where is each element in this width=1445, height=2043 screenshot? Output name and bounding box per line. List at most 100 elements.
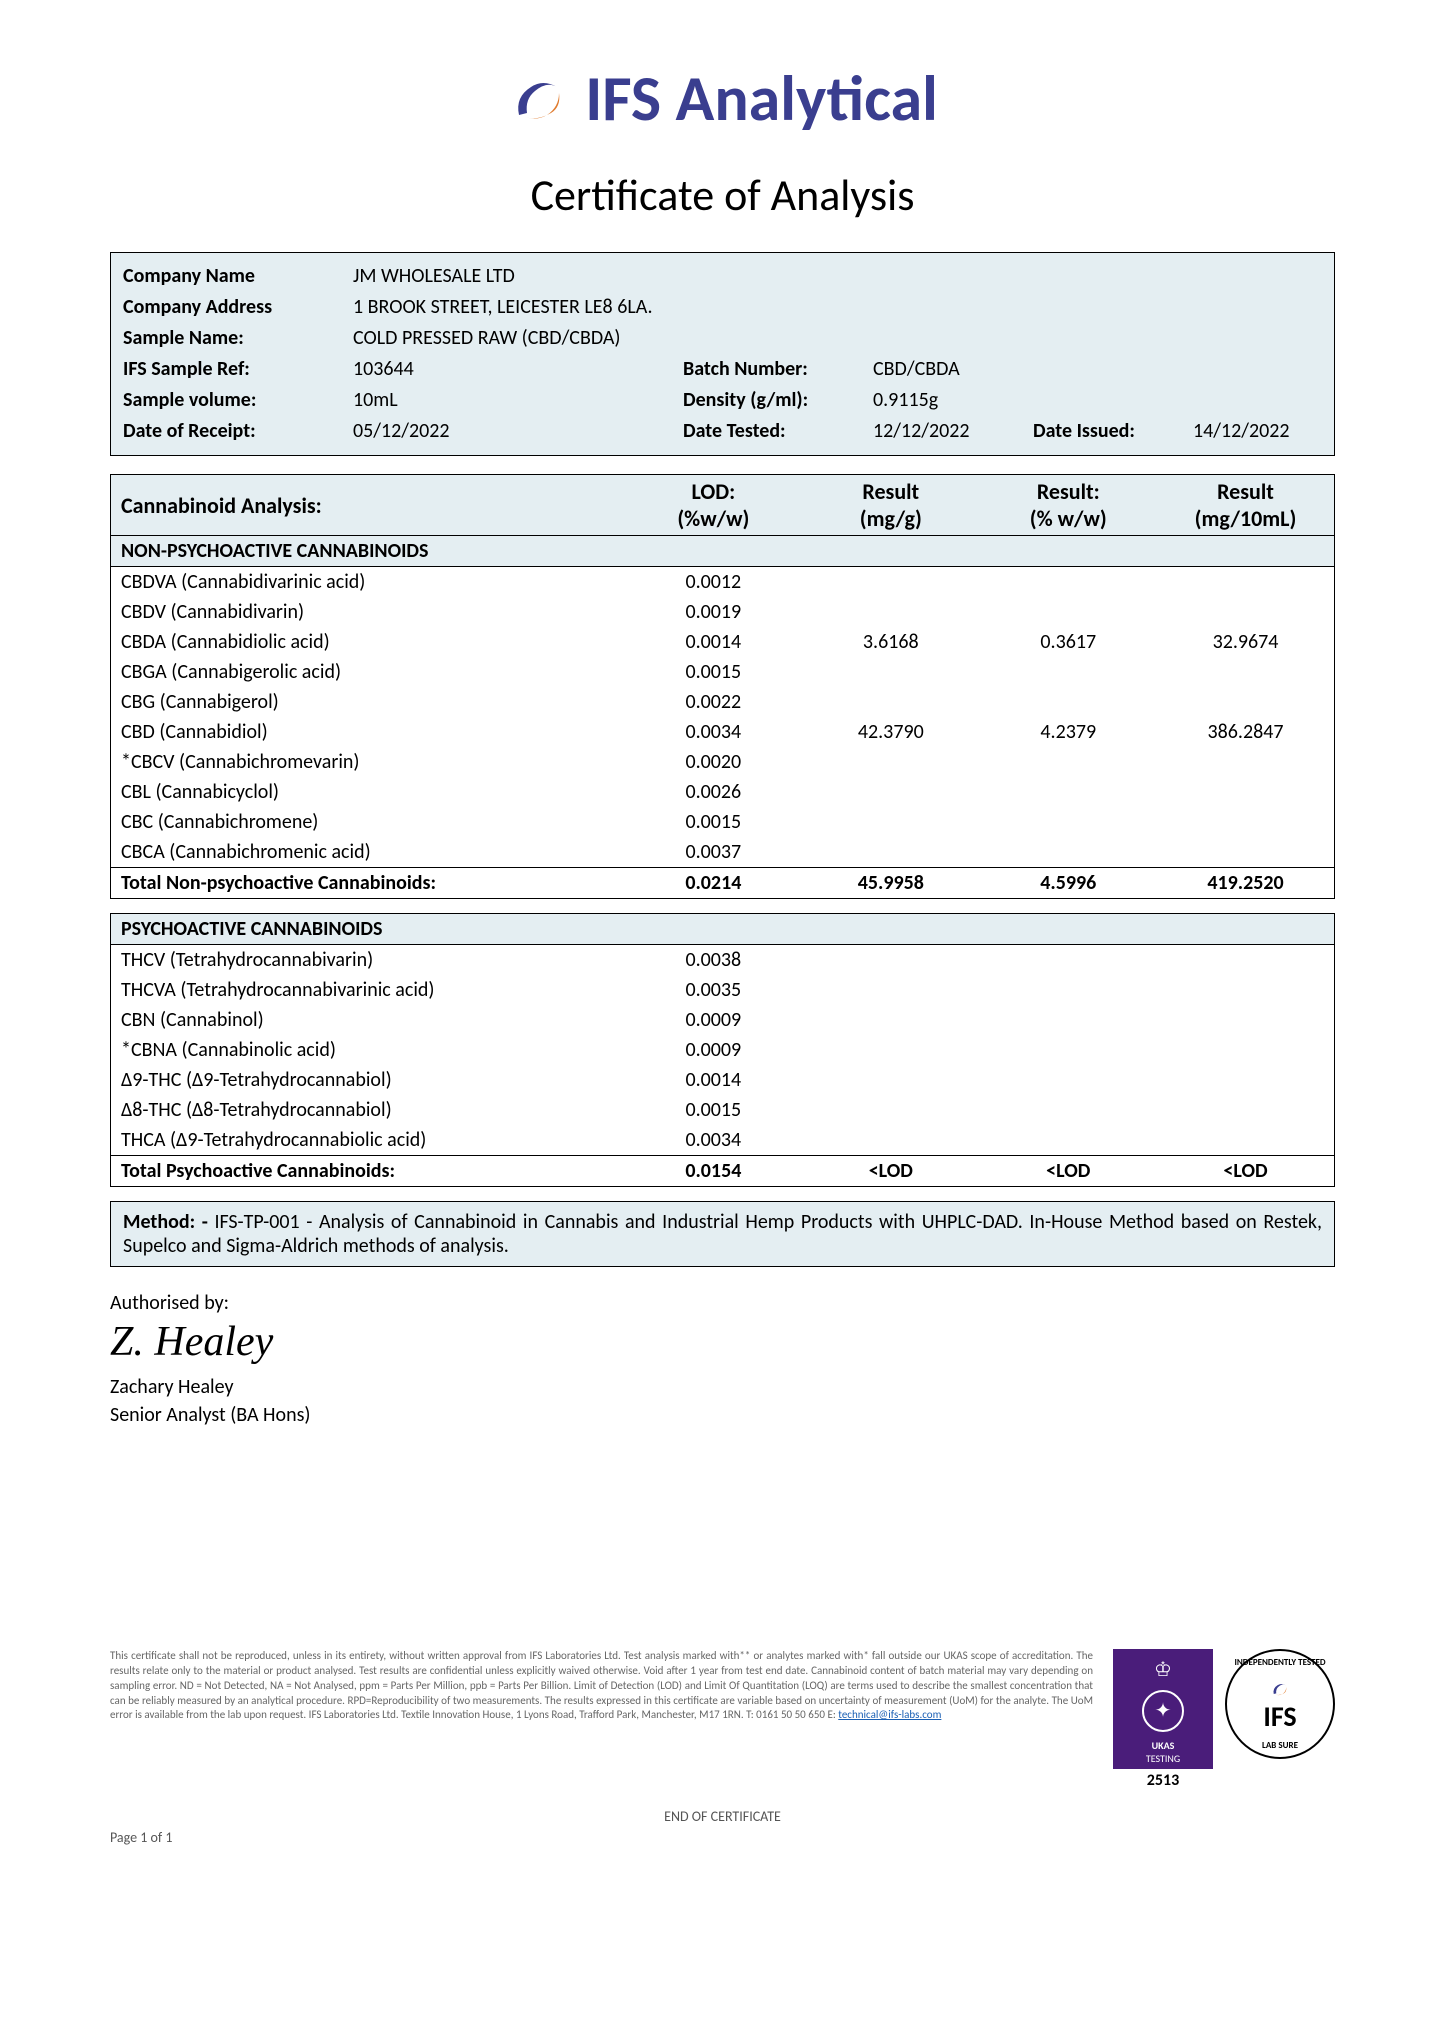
ukas-sub: TESTING xyxy=(1146,1752,1180,1765)
ifs-badge-top-text: INDEPENDENTLY TESTED xyxy=(1227,1657,1333,1668)
analyte-row: Δ9-THC (Δ9-Tetrahydrocannabiol)0.0014 xyxy=(111,1065,1335,1095)
analyte-r2 xyxy=(980,567,1157,598)
analyte-r2 xyxy=(980,657,1157,687)
analyte-row: CBCA (Cannabichromenic acid)0.0037 xyxy=(111,837,1335,868)
analyte-r3 xyxy=(1157,597,1335,627)
analyte-r2 xyxy=(980,687,1157,717)
analyte-row: THCV (Tetrahydrocannabivarin)0.0038 xyxy=(111,945,1335,976)
analyte-name: THCV (Tetrahydrocannabivarin) xyxy=(111,945,625,976)
analyte-r1 xyxy=(802,945,979,976)
analyte-lod: 0.0009 xyxy=(625,1005,802,1035)
analyte-lod: 0.0019 xyxy=(625,597,802,627)
analyte-r2 xyxy=(980,945,1157,976)
analyte-r1 xyxy=(802,837,979,868)
section-psychoactive: PSYCHOACTIVE CANNABINOIDS xyxy=(111,914,1335,945)
analyte-row: CBDV (Cannabidivarin)0.0019 xyxy=(111,597,1335,627)
analyte-r3 xyxy=(1157,657,1335,687)
analyte-r2 xyxy=(980,1035,1157,1065)
brand-name: IFS Analytical xyxy=(585,60,938,138)
analyte-r1 xyxy=(802,747,979,777)
analyte-name: CBDV (Cannabidivarin) xyxy=(111,597,625,627)
ukas-badge: ♔ ✦ UKASTESTING 2513 xyxy=(1113,1649,1213,1790)
ifs-ref-value: 103644 xyxy=(353,354,683,385)
method-label: Method: - xyxy=(123,1210,208,1234)
analyte-name: CBN (Cannabinol) xyxy=(111,1005,625,1035)
receipt-label: Date of Receipt: xyxy=(123,416,353,447)
tested-value: 12/12/2022 xyxy=(873,416,1033,447)
total-non-psych-r1: 45.9958 xyxy=(802,868,979,899)
analyte-name: CBC (Cannabichromene) xyxy=(111,807,625,837)
analysis-heading: Cannabinoid Analysis: xyxy=(111,475,625,536)
col-r2-line1: Result: xyxy=(1037,478,1100,505)
analyte-name: CBD (Cannabidiol) xyxy=(111,717,625,747)
analyte-lod: 0.0014 xyxy=(625,1065,802,1095)
analyte-name: CBGA (Cannabigerolic acid) xyxy=(111,657,625,687)
analyte-lod: 0.0012 xyxy=(625,567,802,598)
analyte-r3 xyxy=(1157,1035,1335,1065)
issued-label: Date Issued: xyxy=(1033,416,1193,447)
receipt-value: 05/12/2022 xyxy=(353,416,683,447)
analyte-name: CBG (Cannabigerol) xyxy=(111,687,625,717)
analyte-lod: 0.0022 xyxy=(625,687,802,717)
analyte-r3 xyxy=(1157,837,1335,868)
page-number: Page 1 of 1 xyxy=(110,1829,1335,1846)
col-r1-line2: (mg/g) xyxy=(860,505,922,532)
analyte-lod: 0.0037 xyxy=(625,837,802,868)
analyte-name: CBDA (Cannabidiolic acid) xyxy=(111,627,625,657)
ifs-badge-center: IFS xyxy=(1263,1704,1296,1729)
analyte-r3 xyxy=(1157,1125,1335,1156)
total-non-psych-r2: 4.5996 xyxy=(980,868,1157,899)
analyte-r1 xyxy=(802,567,979,598)
analyte-lod: 0.0015 xyxy=(625,807,802,837)
analyte-r3 xyxy=(1157,567,1335,598)
col-r3-line2: (mg/10mL) xyxy=(1195,505,1297,532)
analyte-r1 xyxy=(802,1065,979,1095)
analyte-lod: 0.0026 xyxy=(625,777,802,807)
analyte-r3 xyxy=(1157,777,1335,807)
disclaimer-email-link[interactable]: technical@ifs-labs.com xyxy=(838,1708,941,1721)
analyte-r1 xyxy=(802,777,979,807)
analyte-row: Δ8-THC (Δ8-Tetrahydrocannabiol)0.0015 xyxy=(111,1095,1335,1125)
analyte-lod: 0.0035 xyxy=(625,975,802,1005)
analyte-row: CBGA (Cannabigerolic acid)0.0015 xyxy=(111,657,1335,687)
analyte-r1: 42.3790 xyxy=(802,717,979,747)
analyte-r2 xyxy=(980,1125,1157,1156)
analyte-r2 xyxy=(980,777,1157,807)
total-psych-r3: <LOD xyxy=(1157,1156,1335,1187)
disclaimer: This certificate shall not be reproduced… xyxy=(110,1649,1093,1723)
section-non-psychoactive: NON-PSYCHOACTIVE CANNABINOIDS xyxy=(111,536,1335,567)
analyte-lod: 0.0015 xyxy=(625,1095,802,1125)
analyte-r2 xyxy=(980,747,1157,777)
analyst-title: Senior Analyst (BA Hons) xyxy=(110,1401,1335,1429)
method-box: Method: - IFS-TP-001 - Analysis of Canna… xyxy=(110,1201,1335,1267)
analyte-r2: 4.2379 xyxy=(980,717,1157,747)
issued-value: 14/12/2022 xyxy=(1193,416,1290,447)
ukas-symbol-icon: ✦ xyxy=(1142,1690,1184,1732)
ifs-lab-badge: INDEPENDENTLY TESTED IFS LAB SURE xyxy=(1225,1649,1335,1759)
analyte-lod: 0.0014 xyxy=(625,627,802,657)
analyte-r3 xyxy=(1157,747,1335,777)
non-psychoactive-table: Cannabinoid Analysis: LOD:(%w/w) Result(… xyxy=(110,474,1335,899)
analyte-r1 xyxy=(802,807,979,837)
volume-value: 10mL xyxy=(353,385,683,416)
analyte-r3 xyxy=(1157,1005,1335,1035)
analyte-r1 xyxy=(802,657,979,687)
signature: Z. Healey xyxy=(110,1321,1335,1363)
total-non-psych-r3: 419.2520 xyxy=(1157,868,1335,899)
analyte-r3: 32.9674 xyxy=(1157,627,1335,657)
analyte-row: CBC (Cannabichromene)0.0015 xyxy=(111,807,1335,837)
company-name-label: Company Name xyxy=(123,261,353,292)
brand-swirl-icon xyxy=(1267,1679,1293,1699)
batch-value: CBD/CBDA xyxy=(873,354,960,385)
density-label: Density (g/ml): xyxy=(683,385,873,416)
authorised-label: Authorised by: xyxy=(110,1291,1335,1315)
analyte-r2 xyxy=(980,975,1157,1005)
brand-swirl-icon xyxy=(507,67,571,131)
sample-info-box: Company Name JM WHOLESALE LTD Company Ad… xyxy=(110,252,1335,456)
ifs-badge-bottom-text: LAB SURE xyxy=(1227,1740,1333,1751)
analyte-name: CBL (Cannabicyclol) xyxy=(111,777,625,807)
analyte-r1 xyxy=(802,1125,979,1156)
analyte-row: CBL (Cannabicyclol)0.0026 xyxy=(111,777,1335,807)
analyte-name: THCA (Δ9-Tetrahydrocannabiolic acid) xyxy=(111,1125,625,1156)
company-name-value: JM WHOLESALE LTD xyxy=(353,261,515,292)
